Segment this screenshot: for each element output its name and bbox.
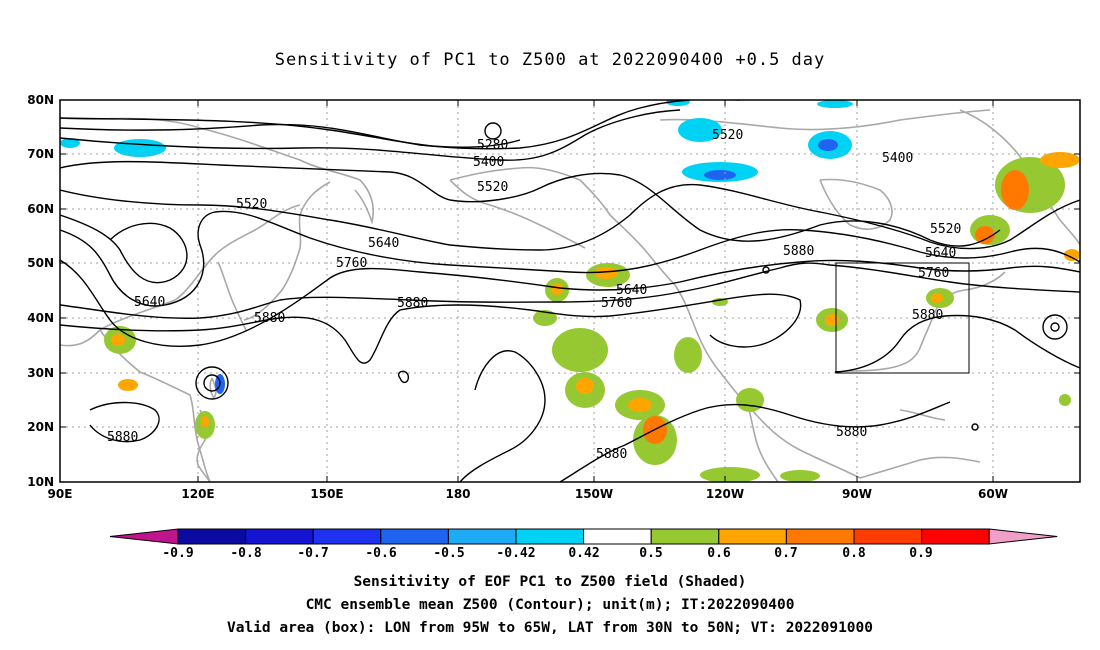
colorbar-segment — [921, 528, 990, 545]
lat-tick-label: 50N — [27, 256, 54, 270]
lat-tick-label: 80N — [27, 93, 54, 107]
contour-label: 5880 — [596, 447, 627, 462]
lat-tick-labels: 80N 70N 60N 50N 40N 30N 20N 10N — [27, 93, 54, 489]
contour-label: 5760 — [336, 256, 367, 271]
contour-label: 5640 — [134, 295, 165, 310]
colorbar-label: -0.9 — [162, 546, 193, 561]
z500-contours — [60, 100, 1080, 482]
caption-line-3: Valid area (box): LON from 95W to 65W, L… — [226, 620, 873, 636]
lat-tick-label: 60N — [27, 202, 54, 216]
contour-label: 5880 — [107, 430, 138, 445]
sensitivity-shading — [60, 100, 1080, 482]
colorbar-label: -0.42 — [496, 546, 535, 561]
colorbar-label: 0.8 — [842, 546, 866, 561]
contour-label: 5400 — [882, 151, 913, 166]
colorbar-segment — [515, 528, 585, 545]
contour-label: 5760 — [601, 296, 632, 311]
map-title: Sensitivity of PC1 to Z500 at 2022090400… — [274, 50, 826, 70]
contour-label: 5520 — [477, 180, 508, 195]
colorbar-segment — [177, 528, 247, 545]
lon-tick-label: 150E — [310, 487, 343, 501]
contour-label: 5880 — [397, 296, 428, 311]
lat-tick-label: 10N — [27, 475, 54, 489]
colorbar-labels: -0.9 -0.8 -0.7 -0.6 -0.5 -0.42 0.42 0.5 … — [162, 546, 932, 561]
valid-area-box — [835, 262, 970, 374]
contour-label: 5880 — [254, 311, 285, 326]
colorbar-segment — [312, 528, 382, 545]
colorbar-segment — [447, 528, 517, 545]
colorbar — [109, 528, 1058, 545]
contour-label-group: 5280 5400 5520 5520 5520 5640 5640 5760 … — [107, 128, 961, 462]
contour-label: 5640 — [925, 246, 956, 261]
colorbar-low-arrow — [109, 528, 179, 545]
colorbar-label: 0.42 — [568, 546, 599, 561]
lat-tick-label: 40N — [27, 311, 54, 325]
lon-tick-label: 120E — [181, 487, 214, 501]
contour-label: 5280 — [477, 138, 508, 153]
colorbar-segment — [380, 528, 449, 545]
colorbar-label: 0.9 — [909, 546, 932, 561]
colorbar-segment — [785, 528, 855, 545]
lon-tick-labels: 90E 120E 150E 180 150W 120W 90W 60W — [48, 487, 1008, 501]
tick-marks — [60, 100, 1080, 482]
contour-label: 5400 — [473, 155, 504, 170]
lat-tick-label: 70N — [27, 147, 54, 161]
contour-label: 5520 — [930, 222, 961, 237]
colorbar-label: -0.6 — [365, 546, 396, 561]
lat-tick-label: 20N — [27, 420, 54, 434]
lon-tick-label: 60W — [978, 487, 1008, 501]
colorbar-segment — [650, 528, 720, 545]
caption-line-2: CMC ensemble mean Z500 (Contour); unit(m… — [305, 597, 795, 613]
lon-tick-label: 90E — [48, 487, 73, 501]
contour-label: 5760 — [918, 266, 949, 281]
contour-label: 5880 — [783, 244, 814, 259]
contour-label: 5520 — [236, 197, 267, 212]
lon-tick-label: 150W — [575, 487, 613, 501]
colorbar-segment — [718, 528, 787, 545]
contour-label: 5640 — [368, 236, 399, 251]
map-frame — [59, 99, 1081, 483]
contour-label: 5640 — [616, 283, 647, 298]
lon-tick-label: 120W — [706, 487, 744, 501]
lat-tick-label: 30N — [27, 366, 54, 380]
gridlines — [60, 100, 1080, 482]
colorbar-label: 0.7 — [774, 546, 797, 561]
colorbar-segment — [583, 528, 652, 545]
contour-label: 5880 — [836, 425, 867, 440]
colorbar-segment — [853, 528, 923, 545]
colorbar-label: -0.5 — [433, 546, 464, 561]
colorbar-label: 0.6 — [707, 546, 731, 561]
colorbar-high-arrow — [988, 528, 1058, 545]
lon-tick-label: 180 — [445, 487, 470, 501]
colorbar-label: 0.5 — [639, 546, 662, 561]
colorbar-label: -0.7 — [297, 546, 328, 561]
lon-tick-label: 90W — [842, 487, 872, 501]
contour-label: 5880 — [912, 308, 943, 323]
colorbar-segment — [245, 528, 314, 545]
caption-line-1: Sensitivity of EOF PC1 to Z500 field (Sh… — [353, 574, 747, 590]
contour-label: 5520 — [712, 128, 743, 143]
colorbar-label: -0.8 — [230, 546, 261, 561]
